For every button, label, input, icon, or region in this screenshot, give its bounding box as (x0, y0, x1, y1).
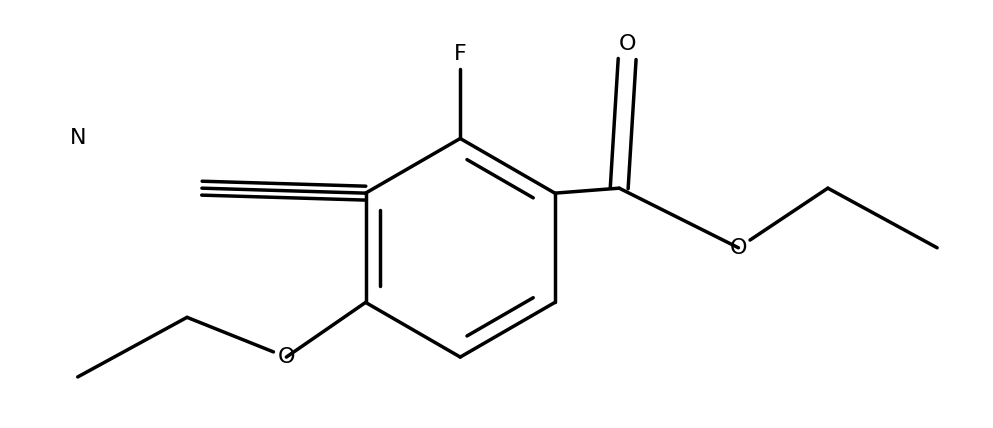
Text: O: O (730, 238, 747, 258)
Text: F: F (454, 44, 467, 64)
Text: O: O (278, 347, 295, 367)
Text: N: N (70, 128, 86, 149)
Text: O: O (619, 34, 636, 54)
